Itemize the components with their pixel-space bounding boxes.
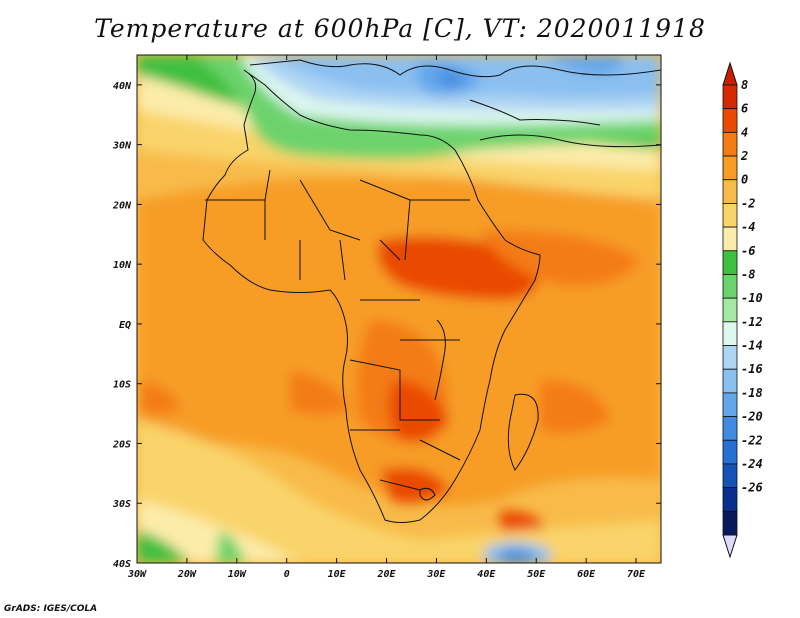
lat-label: 30S: [112, 499, 131, 510]
colorbar-segment: [722, 131, 738, 157]
lon-label: 10E: [328, 569, 347, 580]
colorbar-segment: [722, 274, 738, 299]
lat-label: 30N: [112, 141, 132, 152]
colorbar: 8 6 4 2 0 -2 -4 -6 -8 -10 -12 -14 -16 -18 -20 -22 -24 -26: [722, 61, 763, 559]
colorbar-label: -8: [741, 267, 755, 281]
colorbar-segment: [722, 155, 738, 181]
colorbar-label: -26: [741, 481, 763, 495]
lon-label: 20W: [177, 569, 197, 580]
lon-label: 60E: [577, 569, 596, 580]
lon-label: 40E: [477, 569, 496, 580]
colorbar-label: -20: [741, 410, 763, 424]
colorbar-segment: [722, 108, 738, 133]
colorbar-segment: [722, 179, 738, 204]
colorbar-label: -22: [741, 433, 763, 447]
longitude-labels: 30W 20W 10W 0 10E 20E 30E 40E 50E 60E 70E: [127, 569, 646, 580]
colorbar-segment: [722, 345, 738, 370]
colorbar-segment: [722, 463, 738, 489]
colorbar-segment: [722, 510, 738, 536]
colorbar-segment: [722, 226, 738, 252]
colorbar-segment: [722, 392, 738, 417]
colorbar-segment: [722, 321, 738, 346]
colorbar-label: 6: [741, 102, 748, 116]
lon-label: 0: [284, 569, 290, 580]
colorbar-label: 2: [740, 149, 748, 163]
lat-label: 20S: [112, 439, 131, 450]
colorbar-label: -2: [741, 196, 755, 210]
lon-label: 30W: [127, 569, 147, 580]
colorbar-label: 4: [741, 125, 748, 139]
colorbar-segment: [722, 84, 738, 110]
lat-label: 20N: [112, 200, 132, 211]
colorbar-label: -10: [741, 291, 763, 305]
lon-label: 70E: [627, 569, 646, 580]
colorbar-label: -6: [741, 244, 755, 258]
colorbar-bottom-cap: [722, 534, 738, 559]
colorbar-top-cap: [722, 61, 738, 86]
colorbar-label: -12: [741, 315, 763, 329]
latitude-labels: 40N 30N 20N 10N EQ 10S 20S 30S 40S: [112, 81, 132, 570]
lat-label: EQ: [119, 320, 131, 331]
lat-label: 10N: [113, 260, 132, 271]
colorbar-label: -4: [741, 220, 755, 234]
lon-label: 10W: [228, 569, 247, 580]
colorbar-label: -24: [741, 457, 763, 471]
grads-credit: GrADS: IGES/COLA: [4, 604, 98, 614]
colorbar-segment: [722, 487, 738, 512]
colorbar-segment: [722, 439, 738, 465]
lat-label: 40N: [113, 81, 132, 92]
colorbar-label: -16: [741, 362, 763, 376]
lon-label: 30E: [426, 569, 446, 580]
lat-label: 10S: [113, 380, 131, 391]
temperature-field: [137, 55, 661, 563]
coastlines: [202, 59, 661, 523]
colorbar-label: 8: [741, 78, 748, 92]
colorbar-segment: [722, 203, 738, 228]
axis-ticks: [136, 55, 661, 564]
lat-label: 40S: [113, 559, 131, 570]
lon-label: 50E: [527, 569, 546, 580]
lon-label: 20E: [376, 569, 396, 580]
colorbar-segment: [722, 250, 738, 275]
colorbar-label: 0: [741, 173, 748, 187]
colorbar-segment: [722, 416, 738, 441]
colorbar-label: -18: [741, 386, 763, 400]
colorbar-segment: [722, 297, 738, 323]
map-frame: [136, 54, 662, 564]
colorbar-label: -14: [741, 339, 763, 353]
colorbar-segment: [722, 368, 738, 394]
map-title: Temperature at 600hPa [C], VT: 202001191…: [94, 14, 706, 43]
